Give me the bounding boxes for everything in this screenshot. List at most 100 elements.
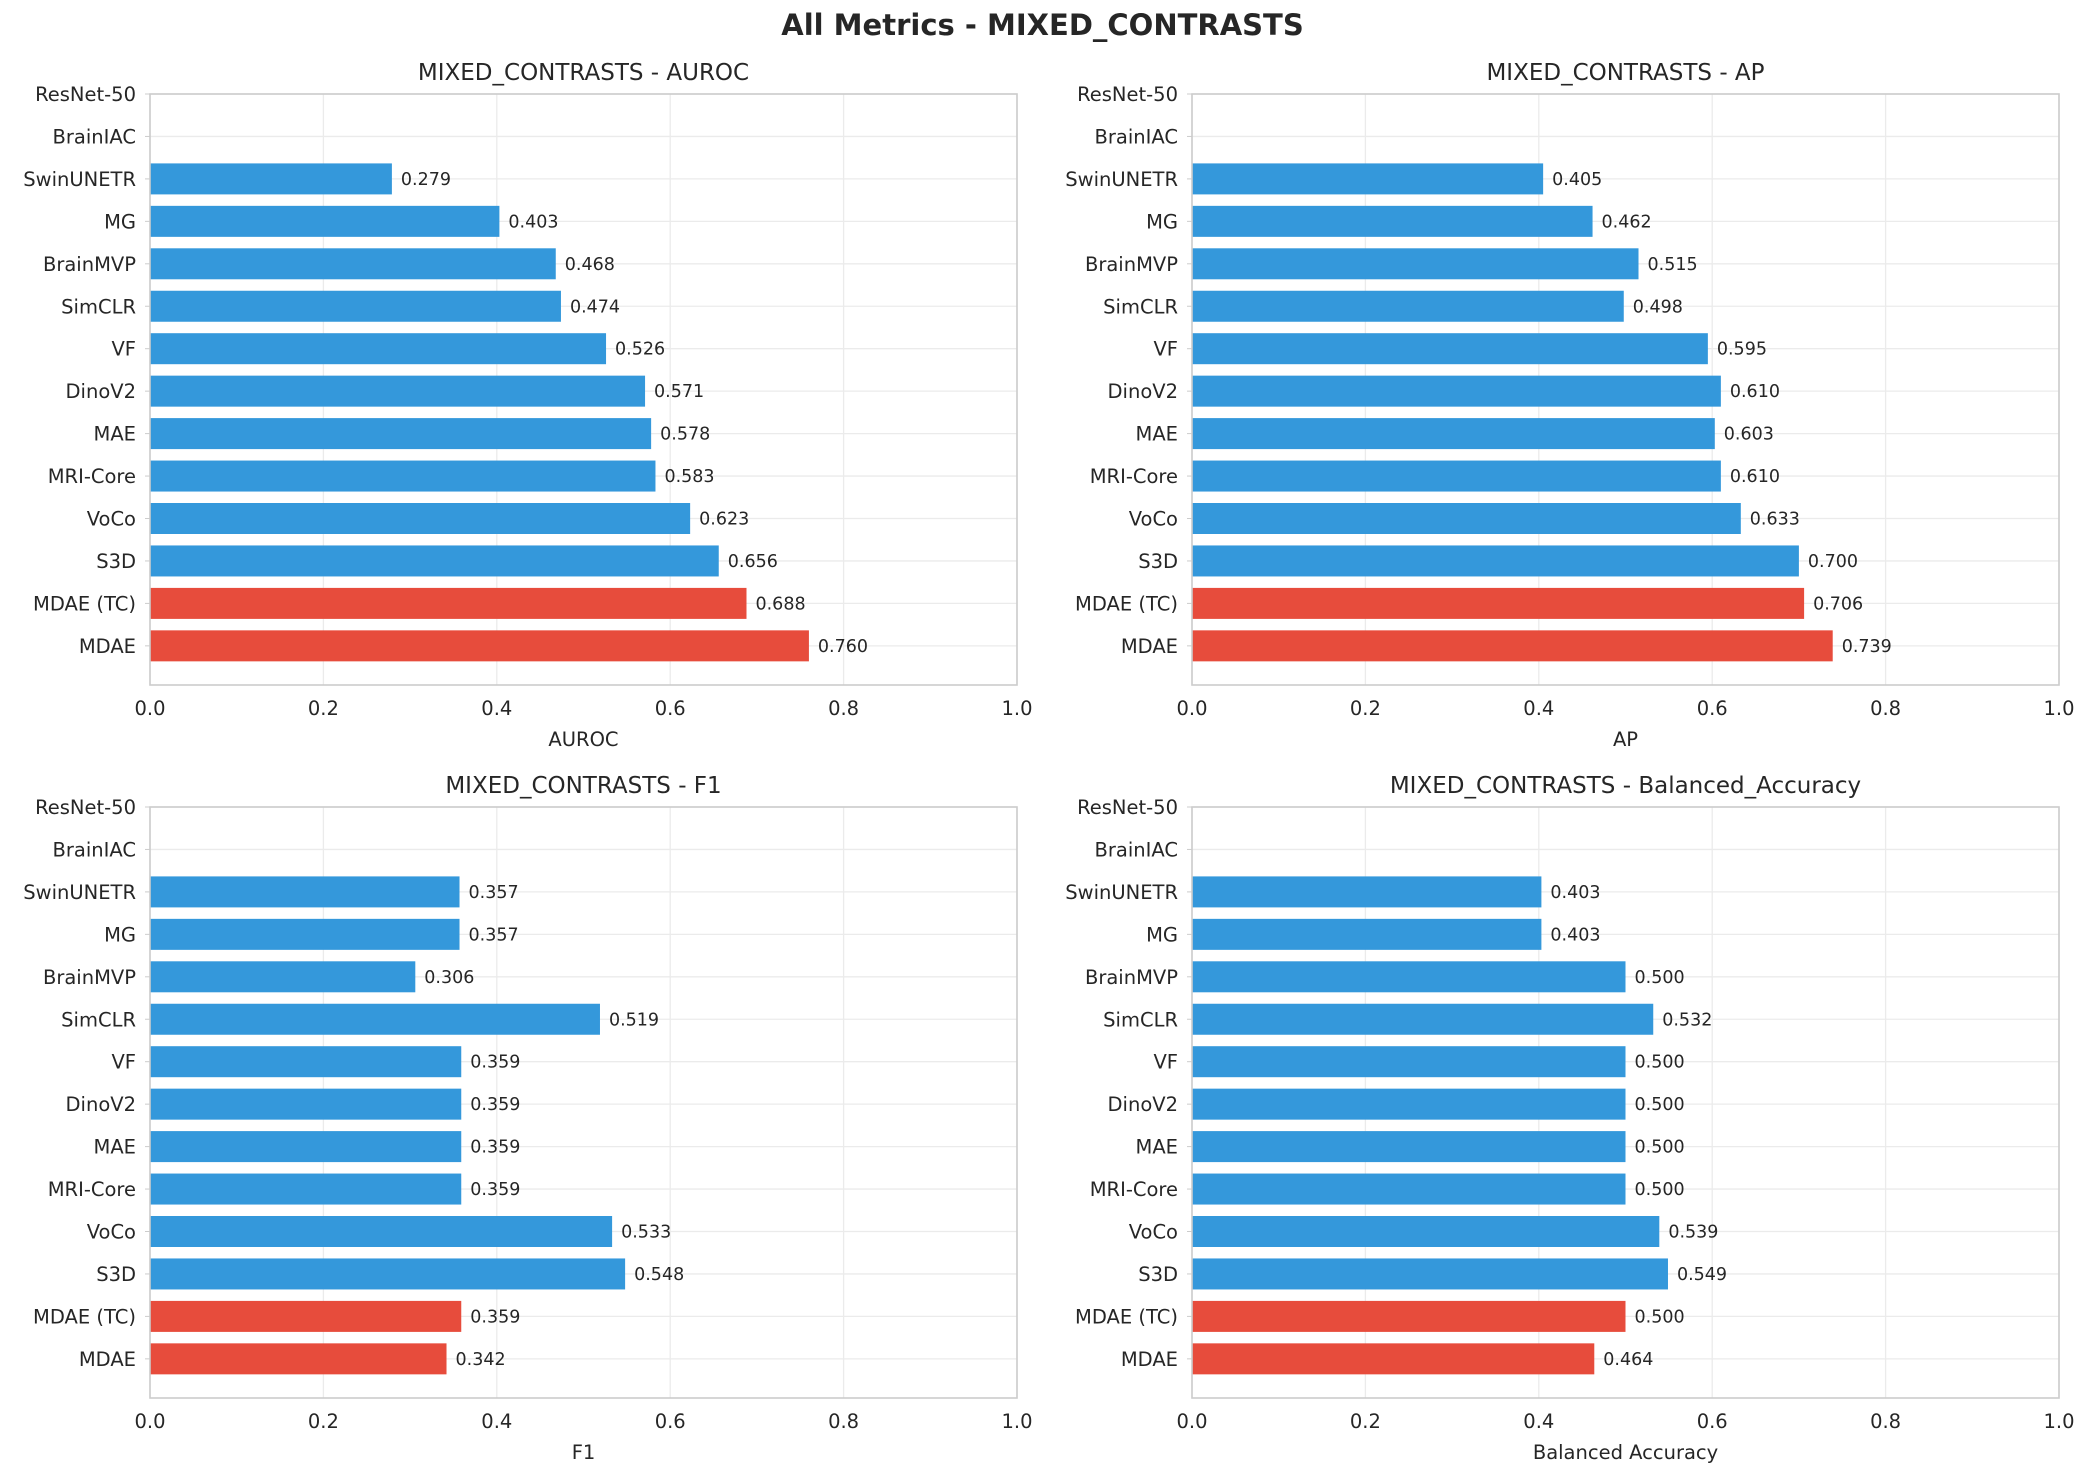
bar-value-label: 0.359 [470,1095,520,1115]
x-tick-label: 1.0 [2043,1410,2074,1433]
x-axis-label: Balanced Accuracy [1533,1441,1718,1464]
bar-brainmvp [150,961,416,993]
y-tick-label: MAE [94,423,137,446]
x-tick-label: 0.0 [1176,1410,1207,1433]
bar-brainmvp [1192,248,1639,280]
y-tick-label: MG [104,210,136,233]
y-tick-label: MRI-Core [48,465,136,488]
y-tick-label: MDAE (TC) [1075,592,1178,615]
y-tick-label: VoCo [1129,508,1178,531]
y-tick-label: MDAE (TC) [33,592,136,615]
y-tick-label: MAE [1136,423,1179,446]
y-tick-label: S3D [1138,1263,1178,1286]
y-tick-label: SimCLR [61,295,136,318]
bar-voco [1192,1216,1660,1247]
bar-value-label: 0.403 [1550,883,1600,903]
bar-value-label: 0.500 [1635,1307,1685,1327]
x-axis-label: AP [1613,728,1638,751]
y-tick-label: BrainMVP [43,253,136,276]
x-tick-label: 0.6 [655,1410,686,1433]
figure-title: All Metrics - MIXED_CONTRASTS [781,8,1304,42]
bar-value-label: 0.464 [1603,1350,1653,1370]
bar-value-label: 0.610 [1730,382,1780,402]
y-tick-label: SwinUNETR [23,168,136,191]
bar-s3d [150,1258,626,1290]
x-tick-label: 0.0 [134,697,165,720]
x-tick-label: 0.0 [1176,697,1207,720]
bar-value-label: 0.498 [1633,297,1683,317]
bar-voco [150,1216,613,1247]
x-tick-label: 0.8 [828,1410,859,1433]
x-tick-label: 1.0 [1001,1410,1032,1433]
bar-dinov2 [1192,375,1721,407]
bar-mdae-tc [1192,1300,1626,1332]
y-tick-label: SimCLR [1103,295,1178,318]
bar-value-label: 0.500 [1635,1095,1685,1115]
y-tick-label: VF [111,338,136,361]
bar-brainmvp [150,248,556,280]
x-axis-label: AUROC [548,728,618,751]
y-tick-label: VoCo [87,1221,136,1244]
x-tick-label: 0.0 [134,1410,165,1433]
y-tick-label: BrainMVP [1085,966,1178,989]
bar-mri-core [150,1173,462,1205]
y-tick-label: MG [1146,210,1178,233]
y-tick-label: BrainMVP [1085,253,1178,276]
y-tick-label: MRI-Core [1090,1178,1178,1201]
bar-value-label: 0.633 [1750,510,1800,530]
y-tick-label: SwinUNETR [1065,168,1178,191]
bar-value-label: 0.610 [1730,467,1780,487]
bar-value-label: 0.623 [699,510,749,530]
x-tick-label: 0.8 [828,697,859,720]
bar-value-label: 0.342 [456,1350,506,1370]
y-tick-label: MG [104,923,136,946]
bar-value-label: 0.500 [1635,1138,1685,1158]
bar-mae [1192,418,1715,450]
x-tick-label: 0.2 [1350,1410,1381,1433]
bar-simclr [150,1003,600,1035]
bar-s3d [1192,1258,1668,1290]
y-tick-label: S3D [96,550,136,573]
bar-value-label: 0.462 [1602,212,1652,232]
axes-frame [1191,806,2060,1399]
x-tick-label: 0.6 [1697,1410,1728,1433]
y-tick-label: VF [111,1051,136,1074]
bar-value-label: 0.688 [755,594,805,614]
bar-value-label: 0.279 [401,170,451,190]
bar-mdae-tc [150,587,747,619]
bar-dinov2 [150,375,646,407]
bar-mae [1192,1131,1626,1163]
bar-value-label: 0.739 [1842,637,1892,657]
bar-mae [150,418,652,450]
y-tick-label: SimCLR [61,1008,136,1031]
chart-f1: ResNet-50 BrainIAC 0.357 SwinUNETR 0.357 MG 0.… [23,773,1032,1464]
bar-value-label: 0.700 [1808,552,1858,572]
y-tick-label: ResNet-50 [1077,796,1178,819]
bar-mg [150,205,500,237]
bar-mdae [150,630,809,662]
chart-title: MIXED_CONTRASTS - AP [1486,60,1764,86]
y-tick-label: ResNet-50 [35,796,136,819]
bar-value-label: 0.533 [621,1223,671,1243]
bar-brainmvp [1192,961,1626,993]
bar-value-label: 0.359 [470,1180,520,1200]
y-tick-label: MDAE (TC) [1075,1305,1178,1328]
y-tick-label: ResNet-50 [35,83,136,106]
x-tick-label: 0.4 [481,697,512,720]
x-tick-label: 0.4 [1523,1410,1554,1433]
y-tick-label: VoCo [1129,1221,1178,1244]
bar-value-label: 0.706 [1813,594,1863,614]
bar-swinunetr [1192,163,1544,195]
bar-value-label: 0.532 [1662,1010,1712,1030]
bar-dinov2 [150,1088,462,1120]
y-tick-label: S3D [1138,550,1178,573]
x-tick-label: 0.2 [308,697,339,720]
bar-voco [150,503,691,534]
bar-value-label: 0.548 [634,1265,684,1285]
bar-value-label: 0.571 [654,382,704,402]
chart-title: MIXED_CONTRASTS - F1 [445,773,721,799]
x-tick-label: 1.0 [1001,697,1032,720]
y-tick-label: MG [1146,923,1178,946]
y-tick-label: DinoV2 [1108,1093,1178,1116]
bar-value-label: 0.539 [1668,1223,1718,1243]
